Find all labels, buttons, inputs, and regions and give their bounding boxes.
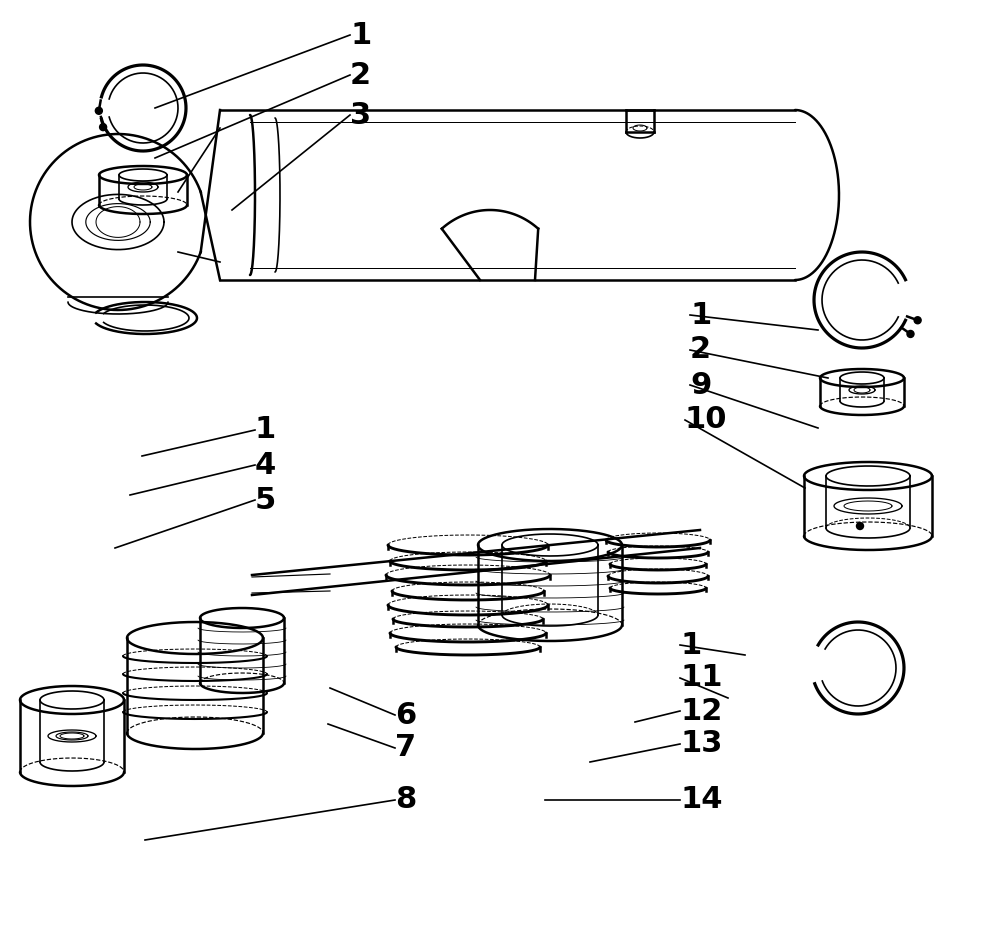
Text: 7: 7 (395, 734, 416, 762)
Text: 13: 13 (680, 730, 722, 758)
Text: 1: 1 (680, 630, 701, 660)
Text: 9: 9 (690, 371, 711, 399)
Text: 14: 14 (680, 786, 722, 814)
Text: 4: 4 (255, 450, 276, 480)
Text: 5: 5 (255, 485, 276, 515)
Text: 2: 2 (690, 336, 711, 364)
Text: 3: 3 (350, 100, 371, 130)
Text: 1: 1 (255, 415, 276, 445)
Text: 12: 12 (680, 697, 722, 725)
Text: 8: 8 (395, 786, 416, 814)
Circle shape (95, 107, 102, 115)
Circle shape (907, 331, 914, 337)
Circle shape (100, 123, 107, 131)
Text: 2: 2 (350, 61, 371, 89)
Text: 11: 11 (680, 664, 722, 692)
Text: 10: 10 (685, 406, 728, 434)
Text: 6: 6 (395, 701, 416, 730)
Text: 1: 1 (690, 301, 711, 330)
Circle shape (856, 522, 864, 530)
Text: 1: 1 (350, 21, 371, 49)
Circle shape (914, 317, 921, 324)
